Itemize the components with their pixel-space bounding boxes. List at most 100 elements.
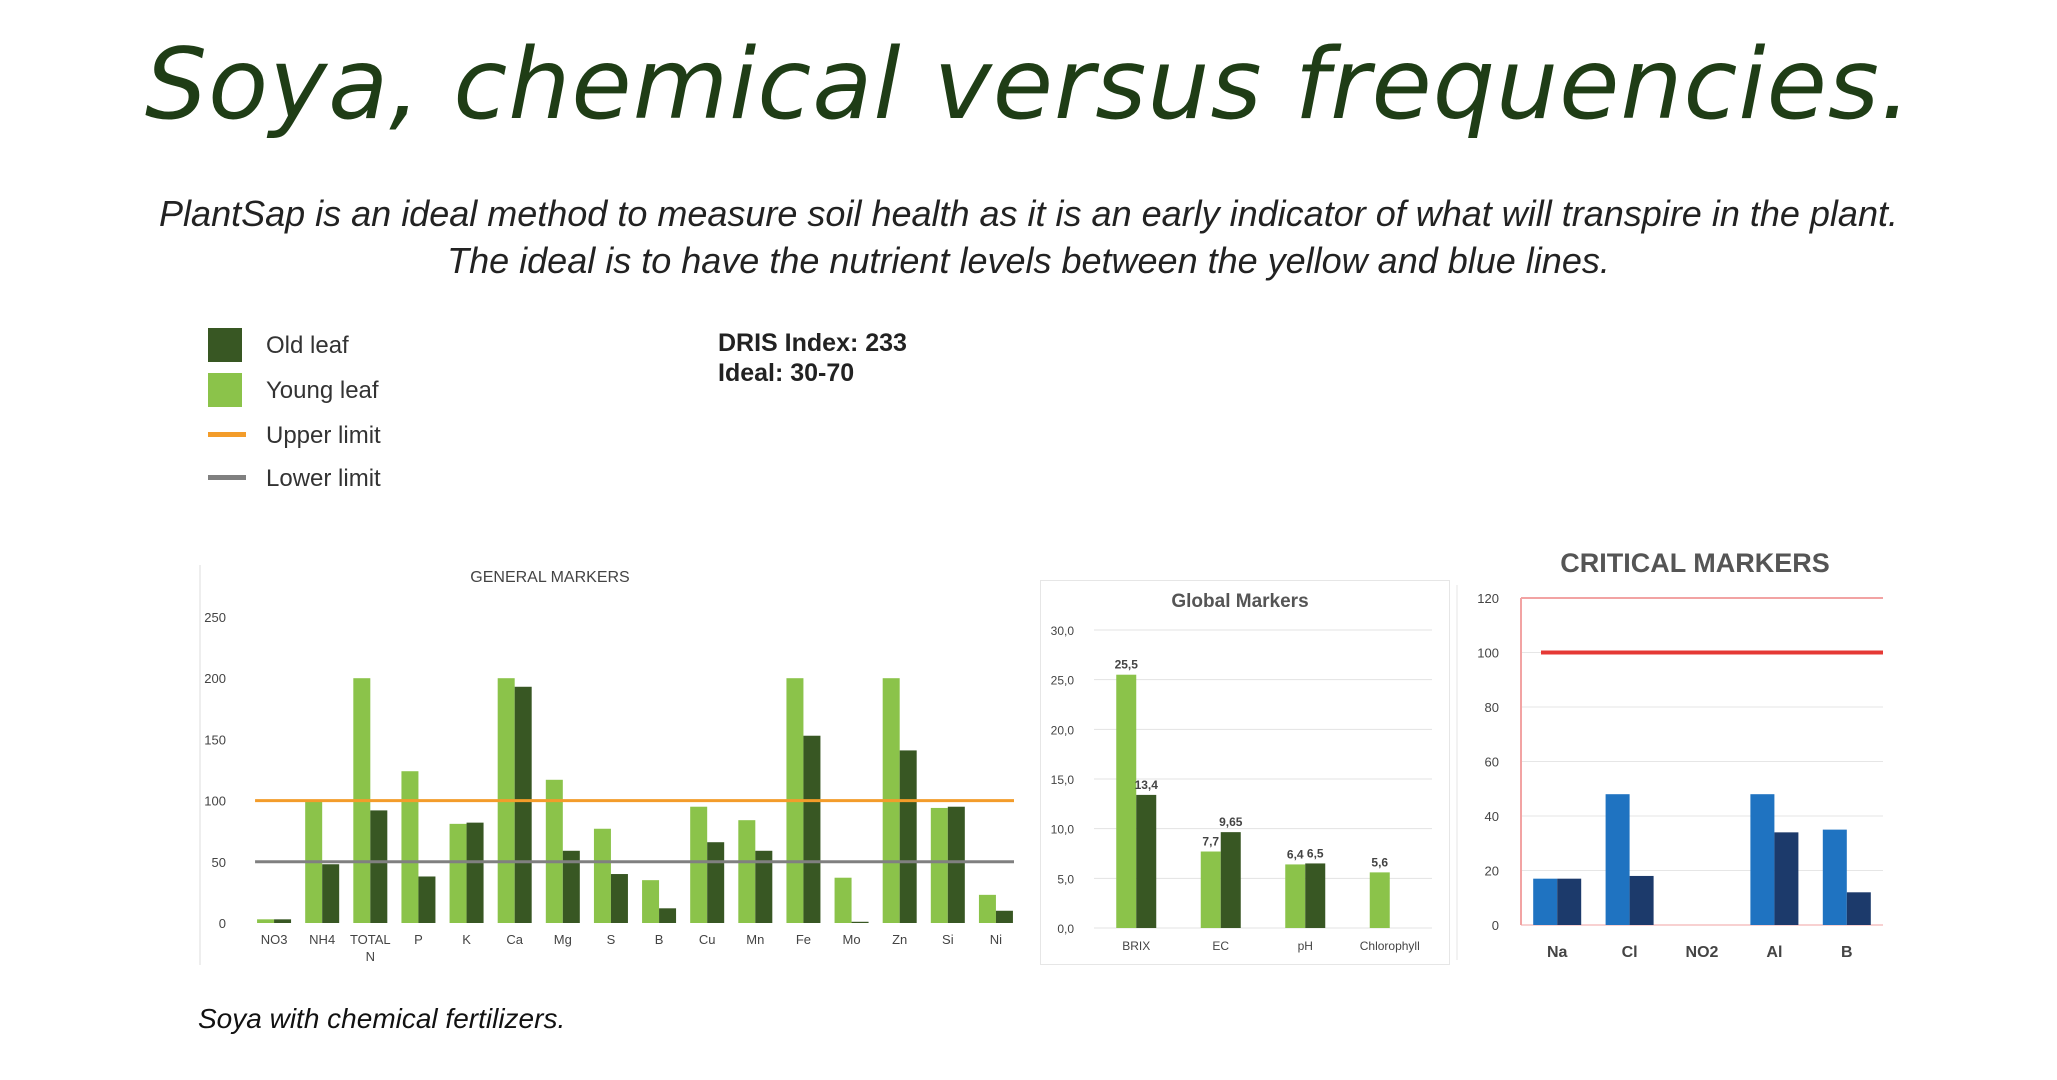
y-tick-label: 60 bbox=[1485, 755, 1499, 770]
y-tick-label: 200 bbox=[204, 671, 226, 686]
x-tick-label: P bbox=[414, 932, 423, 947]
x-tick-label: NH4 bbox=[309, 932, 335, 947]
dris-box: DRIS Index: 233 Ideal: 30-70 bbox=[718, 328, 907, 388]
bar-old-zn bbox=[899, 750, 917, 923]
y-tick-label: 150 bbox=[204, 732, 226, 747]
data-label: 5,6 bbox=[1371, 855, 1388, 869]
chart-title: Global Markers bbox=[1171, 591, 1308, 612]
bar-old-nh4 bbox=[322, 864, 340, 923]
legend-item-upper-limit: Upper limit bbox=[208, 418, 468, 458]
y-tick-label: 0 bbox=[219, 916, 226, 931]
bar-old-brix bbox=[1136, 794, 1157, 928]
x-tick-label: TOTAL bbox=[350, 932, 391, 947]
y-tick-label: 0,0 bbox=[1057, 922, 1074, 936]
chart-title: CRITICAL MARKERS bbox=[1560, 548, 1830, 578]
bar-old-cu bbox=[707, 842, 725, 923]
y-tick-label: 40 bbox=[1485, 809, 1499, 824]
x-tick-label: NO3 bbox=[261, 932, 288, 947]
y-tick-label: 5,0 bbox=[1057, 872, 1074, 886]
bar-old-mg bbox=[562, 850, 580, 923]
x-tick-label: pH bbox=[1298, 939, 1313, 953]
bar-young-mn bbox=[738, 820, 756, 923]
x-tick-label: Mn bbox=[746, 932, 764, 947]
caption: Soya with chemical fertilizers. bbox=[198, 1003, 566, 1034]
x-tick-label: B bbox=[655, 932, 664, 947]
data-label: 9,65 bbox=[1219, 815, 1243, 829]
x-tick-label: NO2 bbox=[1686, 944, 1719, 961]
bar-young-brix bbox=[1116, 674, 1137, 928]
bar-old-si bbox=[947, 806, 965, 923]
x-tick-label: Mg bbox=[554, 932, 572, 947]
bar-old-p bbox=[418, 876, 436, 923]
bar-critical-al bbox=[1750, 794, 1775, 925]
y-tick-label: 0 bbox=[1492, 918, 1499, 933]
bar-old-ec bbox=[1220, 832, 1241, 928]
y-tick-label: 30,0 bbox=[1051, 624, 1075, 638]
y-tick-label: 10,0 bbox=[1051, 823, 1075, 837]
bar-old-fe bbox=[803, 735, 821, 923]
data-label: 6,4 bbox=[1287, 847, 1304, 861]
y-tick-label: 20,0 bbox=[1051, 723, 1075, 737]
dris-index: DRIS Index: 233 bbox=[718, 329, 907, 357]
bar-critical-al bbox=[1774, 832, 1799, 925]
subtitle-line-2: The ideal is to have the nutrient levels… bbox=[447, 240, 1610, 281]
x-tick-label: BRIX bbox=[1122, 939, 1150, 953]
x-tick-label: Cl bbox=[1622, 944, 1638, 961]
old-leaf-swatch bbox=[208, 328, 242, 362]
y-tick-label: 100 bbox=[204, 794, 226, 809]
legend-label: Lower limit bbox=[266, 465, 381, 492]
y-tick-label: 25,0 bbox=[1051, 674, 1075, 688]
bar-young-ni bbox=[978, 894, 996, 923]
x-tick-label: S bbox=[607, 932, 616, 947]
x-tick-label: Ca bbox=[506, 932, 523, 947]
critical-markers-chart: CRITICAL MARKERS 0 20 40 60 80 100 120 Na Cl NO2 Al… bbox=[1456, 548, 1883, 961]
y-tick-label: 80 bbox=[1485, 700, 1499, 715]
x-tick-label: Mo bbox=[843, 932, 861, 947]
bar-young-chlorophyll bbox=[1369, 872, 1390, 928]
bar-old-ca bbox=[514, 686, 532, 923]
bar-old-s bbox=[610, 874, 628, 923]
bar-young-ec bbox=[1200, 851, 1221, 928]
x-tick-label: B bbox=[1841, 944, 1853, 961]
legend-label: Young leaf bbox=[266, 377, 379, 404]
data-label: 7,7 bbox=[1202, 835, 1219, 849]
legend-label: Upper limit bbox=[266, 422, 381, 449]
data-label: 25,5 bbox=[1115, 658, 1139, 672]
y-tick-label: 20 bbox=[1485, 864, 1499, 879]
bar-young-k bbox=[449, 823, 467, 923]
bar-critical-na bbox=[1557, 878, 1582, 925]
bar-young-cu bbox=[690, 806, 708, 923]
x-tick-label: Cu bbox=[699, 932, 716, 947]
data-label: 13,4 bbox=[1135, 778, 1159, 792]
x-tick-label: EC bbox=[1212, 939, 1229, 953]
bar-young-b bbox=[642, 880, 660, 923]
chart-title: GENERAL MARKERS bbox=[470, 569, 629, 586]
bar-young-si bbox=[930, 807, 948, 923]
legend-item-young-leaf: Young leaf bbox=[208, 373, 468, 413]
legend-label: Old leaf bbox=[266, 332, 349, 359]
y-tick-label: 50 bbox=[212, 855, 226, 870]
bar-young-no3 bbox=[257, 919, 275, 923]
chart-frame bbox=[1040, 580, 1450, 965]
bar-young-mg bbox=[545, 779, 563, 923]
global-markers-chart: Global Markers 0,0 5,0 10,0 15,0 20,0 25,0 30,0… bbox=[1040, 580, 1450, 965]
bar-critical-cl bbox=[1605, 794, 1630, 925]
x-tick-label: Chlorophyll bbox=[1360, 939, 1420, 953]
bar-critical-b bbox=[1846, 892, 1871, 925]
bar-young-ph bbox=[1285, 864, 1306, 928]
legend-item-old-leaf: Old leaf bbox=[208, 328, 468, 368]
x-tick-label: Ni bbox=[990, 932, 1002, 947]
young-leaf-swatch bbox=[208, 373, 242, 407]
subtitle-line-1: PlantSap is an ideal method to measure s… bbox=[159, 193, 1898, 234]
bar-old-mo bbox=[851, 921, 869, 923]
bar-old-k bbox=[466, 822, 484, 923]
lower-limit-line-swatch bbox=[208, 475, 246, 480]
bar-critical-na bbox=[1533, 878, 1558, 925]
bar-young-s bbox=[593, 828, 611, 923]
bar-old-ni bbox=[995, 910, 1013, 923]
x-tick-label: Al bbox=[1766, 944, 1782, 961]
upper-limit-line-swatch bbox=[208, 432, 246, 437]
bar-old-b bbox=[659, 908, 677, 923]
y-tick-label: 15,0 bbox=[1051, 773, 1075, 787]
x-tick-label: N bbox=[366, 949, 375, 964]
